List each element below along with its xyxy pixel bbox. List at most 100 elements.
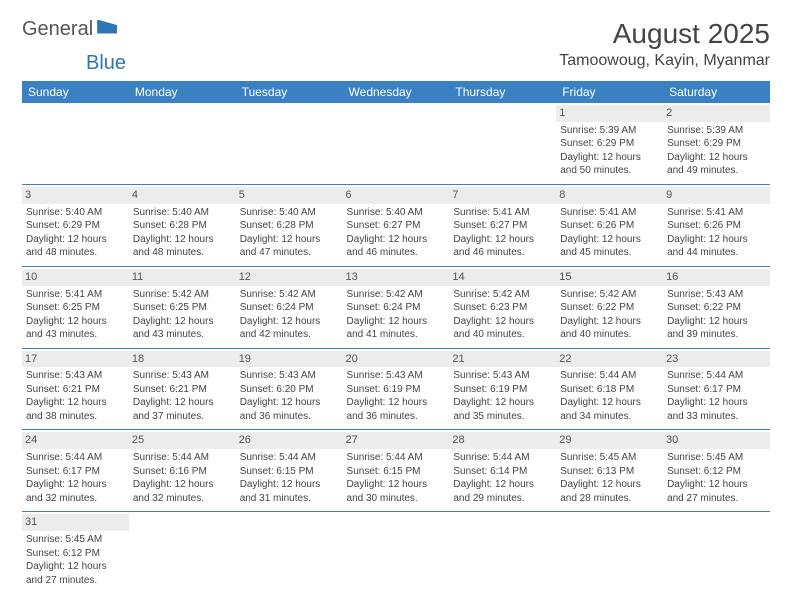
calendar-cell — [22, 103, 129, 184]
day-number — [236, 514, 343, 531]
calendar-cell — [343, 512, 450, 593]
calendar-cell: 5Sunrise: 5:40 AMSunset: 6:28 PMDaylight… — [236, 184, 343, 266]
cell-line: Sunset: 6:19 PM — [347, 383, 446, 397]
cell-line: Sunrise: 5:45 AM — [667, 451, 766, 465]
cell-line: Daylight: 12 hours — [133, 233, 232, 247]
calendar-cell — [236, 103, 343, 184]
calendar-cell: 8Sunrise: 5:41 AMSunset: 6:26 PMDaylight… — [556, 184, 663, 266]
calendar-cell: 9Sunrise: 5:41 AMSunset: 6:26 PMDaylight… — [663, 184, 770, 266]
day-number: 10 — [22, 269, 129, 286]
cell-line: and 37 minutes. — [133, 410, 232, 424]
cell-line: Sunset: 6:26 PM — [560, 219, 659, 233]
day-number: 31 — [22, 514, 129, 531]
cell-line: Sunset: 6:12 PM — [26, 547, 125, 561]
cell-line: Sunset: 6:24 PM — [240, 301, 339, 315]
day-number: 13 — [343, 269, 450, 286]
cell-line: Sunset: 6:29 PM — [560, 137, 659, 151]
calendar-cell: 1 Sunrise: 5:39 AMSunset: 6:29 PMDaylight… — [556, 103, 663, 184]
calendar-cell — [449, 512, 556, 593]
calendar-cell: 10Sunrise: 5:41 AMSunset: 6:25 PMDayligh… — [22, 266, 129, 348]
cell-line: Sunrise: 5:41 AM — [26, 288, 125, 302]
cell-line: Sunrise: 5:43 AM — [240, 369, 339, 383]
cell-line: Sunset: 6:15 PM — [347, 465, 446, 479]
day-number — [343, 105, 450, 122]
logo-text-general: General — [22, 18, 93, 41]
day-number — [22, 105, 129, 122]
day-number: 18 — [129, 351, 236, 368]
cell-line: and 36 minutes. — [240, 410, 339, 424]
calendar-cell: 21Sunrise: 5:43 AMSunset: 6:19 PMDayligh… — [449, 348, 556, 430]
day-number: 7 — [449, 187, 556, 204]
cell-line: Daylight: 12 hours — [240, 233, 339, 247]
calendar-row: 10 Sunrise: 5:41 AM Sunset: 6:25 PM Dayligh… — [22, 266, 770, 348]
cell-line: and 32 minutes. — [133, 492, 232, 506]
cell-line: Daylight: 12 hours — [453, 233, 552, 247]
day-number — [663, 514, 770, 531]
calendar-cell: 26Sunrise: 5:44 AMSunset: 6:15 PMDayligh… — [236, 430, 343, 512]
cell-line: and 48 minutes. — [26, 246, 125, 260]
cell-line: Sunset: 6:22 PM — [560, 301, 659, 315]
cell-line: Sunset: 6:25 PM — [133, 301, 232, 315]
cell-line: Sunset: 6:29 PM — [667, 137, 766, 151]
calendar-cell: 29Sunrise: 5:45 AMSunset: 6:13 PMDayligh… — [556, 430, 663, 512]
cell-line: Sunrise: 5:41 AM — [453, 206, 552, 220]
cell-line: and 38 minutes. — [26, 410, 125, 424]
day-number — [556, 514, 663, 531]
calendar-cell: 4Sunrise: 5:40 AMSunset: 6:28 PMDaylight… — [129, 184, 236, 266]
cell-line: and 43 minutes. — [133, 328, 232, 342]
cell-line: Sunset: 6:19 PM — [453, 383, 552, 397]
cell-line: Sunrise: 5:40 AM — [26, 206, 125, 220]
day-number: 19 — [236, 351, 343, 368]
cell-line: Daylight: 12 hours — [667, 478, 766, 492]
day-number: 24 — [22, 432, 129, 449]
cell-line: and 32 minutes. — [26, 492, 125, 506]
cell-line: and 31 minutes. — [240, 492, 339, 506]
cell-line: and 27 minutes. — [26, 574, 125, 588]
cell-line: and 40 minutes. — [560, 328, 659, 342]
cell-line: and 44 minutes. — [667, 246, 766, 260]
header-row: Sunday Monday Tuesday Wednesday Thursday… — [22, 81, 770, 103]
calendar-cell — [449, 103, 556, 184]
day-number: 3 — [22, 187, 129, 204]
cell-line: Daylight: 12 hours — [240, 396, 339, 410]
logo-text-blue: Blue — [86, 52, 126, 75]
cell-line: Sunrise: 5:45 AM — [560, 451, 659, 465]
cell-line: Sunrise: 5:44 AM — [240, 451, 339, 465]
calendar-cell: 6Sunrise: 5:40 AMSunset: 6:27 PMDaylight… — [343, 184, 450, 266]
calendar-cell: 13Sunrise: 5:42 AMSunset: 6:24 PMDayligh… — [343, 266, 450, 348]
cell-line: Sunset: 6:14 PM — [453, 465, 552, 479]
calendar-cell — [343, 103, 450, 184]
cell-line: and 43 minutes. — [26, 328, 125, 342]
cell-line: Daylight: 12 hours — [133, 478, 232, 492]
cell-line: and 40 minutes. — [453, 328, 552, 342]
cell-line: Sunrise: 5:43 AM — [133, 369, 232, 383]
cell-line: Sunset: 6:12 PM — [667, 465, 766, 479]
cell-line: Daylight: 12 hours — [240, 315, 339, 329]
cell-line: and 48 minutes. — [133, 246, 232, 260]
day-number — [129, 105, 236, 122]
cell-line: Daylight: 12 hours — [667, 151, 766, 165]
calendar-cell: 16Sunrise: 5:43 AMSunset: 6:22 PMDayligh… — [663, 266, 770, 348]
cell-line: Sunset: 6:22 PM — [667, 301, 766, 315]
calendar-cell: 15Sunrise: 5:42 AMSunset: 6:22 PMDayligh… — [556, 266, 663, 348]
day-number: 15 — [556, 269, 663, 286]
day-number: 30 — [663, 432, 770, 449]
cell-line: Daylight: 12 hours — [240, 478, 339, 492]
calendar-cell: 22Sunrise: 5:44 AMSunset: 6:18 PMDayligh… — [556, 348, 663, 430]
cell-line: Daylight: 12 hours — [560, 151, 659, 165]
day-number: 1 — [556, 105, 663, 122]
cell-line: and 46 minutes. — [347, 246, 446, 260]
calendar-cell: 11Sunrise: 5:42 AMSunset: 6:25 PMDayligh… — [129, 266, 236, 348]
calendar-row: 24Sunrise: 5:44 AMSunset: 6:17 PMDayligh… — [22, 430, 770, 512]
day-number: 29 — [556, 432, 663, 449]
cell-line: Daylight: 12 hours — [347, 396, 446, 410]
col-tuesday: Tuesday — [236, 81, 343, 103]
cell-line: Sunrise: 5:39 AM — [667, 124, 766, 138]
calendar-cell — [556, 512, 663, 593]
cell-line: Daylight: 12 hours — [560, 233, 659, 247]
cell-line: and 33 minutes. — [667, 410, 766, 424]
cell-line: Sunrise: 5:39 AM — [560, 124, 659, 138]
cell-line: and 41 minutes. — [347, 328, 446, 342]
cell-line: Sunrise: 5:44 AM — [453, 451, 552, 465]
cell-line: and 39 minutes. — [667, 328, 766, 342]
